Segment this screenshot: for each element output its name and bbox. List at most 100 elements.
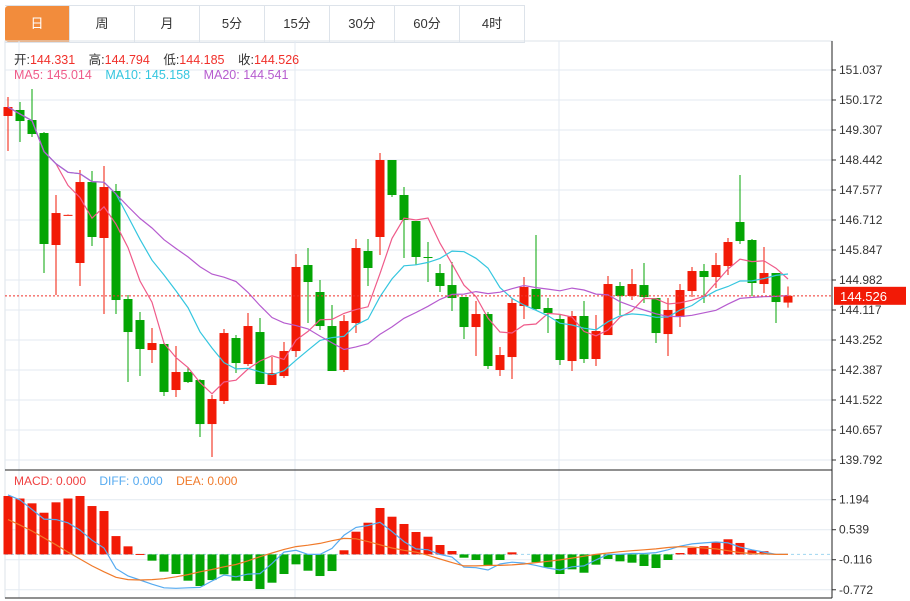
candle-body[interactable] bbox=[279, 351, 289, 377]
candle-body[interactable] bbox=[711, 265, 721, 278]
candle-body[interactable] bbox=[75, 182, 85, 264]
tab-30min[interactable]: 30分 bbox=[330, 6, 395, 42]
candle-body[interactable] bbox=[39, 133, 49, 244]
candle-body[interactable] bbox=[219, 333, 229, 402]
candle-body[interactable] bbox=[555, 319, 565, 361]
candle-body[interactable] bbox=[447, 285, 457, 299]
macd-bar bbox=[159, 554, 169, 572]
ma20-line bbox=[7, 106, 789, 351]
candle-body[interactable] bbox=[195, 380, 205, 425]
candle-body[interactable] bbox=[111, 191, 121, 301]
candle-body[interactable] bbox=[315, 292, 325, 327]
candle-body[interactable] bbox=[687, 271, 697, 292]
candle-body[interactable] bbox=[519, 287, 529, 307]
candle-body[interactable] bbox=[567, 316, 577, 362]
macd-bar bbox=[723, 539, 733, 555]
low-label: 低: bbox=[163, 53, 180, 67]
candle-body[interactable] bbox=[303, 265, 313, 283]
candle-body[interactable] bbox=[459, 297, 469, 328]
candle-body[interactable] bbox=[399, 194, 409, 220]
candle-body[interactable] bbox=[207, 399, 217, 425]
current-price-badge bbox=[834, 286, 906, 305]
macd-panel bbox=[3, 494, 832, 589]
candle-body[interactable] bbox=[363, 251, 373, 268]
candle-body[interactable] bbox=[27, 120, 37, 134]
macd-legend: MACD: 0.000 DIFF: 0.000 DEA: 0.000 bbox=[14, 474, 237, 488]
candle-body[interactable] bbox=[267, 373, 277, 386]
macd-bar bbox=[507, 552, 517, 555]
candle-body[interactable] bbox=[579, 316, 589, 360]
candle-body[interactable] bbox=[663, 310, 673, 335]
macd-bar bbox=[651, 554, 661, 569]
candle-body[interactable] bbox=[507, 302, 517, 358]
macd-bar bbox=[87, 506, 97, 555]
candle-body[interactable] bbox=[627, 284, 637, 297]
diff-line bbox=[7, 494, 788, 589]
price-tick-label: 139.792 bbox=[839, 453, 883, 467]
candle-body[interactable] bbox=[99, 187, 109, 238]
candle-body[interactable] bbox=[531, 289, 541, 309]
candle-body[interactable] bbox=[591, 331, 601, 360]
candle-body[interactable] bbox=[615, 286, 625, 297]
macd-bar bbox=[675, 553, 685, 555]
candle-body[interactable] bbox=[351, 248, 361, 324]
candle-body[interactable] bbox=[639, 285, 649, 298]
candle-body[interactable] bbox=[495, 355, 505, 370]
candle-body[interactable] bbox=[243, 326, 253, 365]
macd-bar bbox=[207, 554, 217, 581]
candle-body[interactable] bbox=[771, 273, 781, 303]
candle-body[interactable] bbox=[675, 290, 685, 318]
candle-body[interactable] bbox=[291, 266, 301, 352]
macd-bar bbox=[387, 516, 397, 555]
macd-bar bbox=[459, 554, 469, 558]
candle-body[interactable] bbox=[231, 338, 241, 364]
tab-4hour[interactable]: 4时 bbox=[460, 6, 525, 42]
candle-body[interactable] bbox=[183, 372, 193, 383]
dea-line bbox=[7, 519, 788, 581]
candle-body[interactable] bbox=[135, 320, 145, 350]
candle-body[interactable] bbox=[411, 221, 421, 258]
candle-body[interactable] bbox=[15, 109, 25, 122]
candle-body[interactable] bbox=[483, 314, 493, 367]
price-tick-label: 144.982 bbox=[839, 273, 883, 287]
candle-body[interactable] bbox=[375, 160, 385, 237]
tab-month[interactable]: 月 bbox=[135, 6, 200, 42]
tab-15min[interactable]: 15分 bbox=[265, 6, 330, 42]
candle-body[interactable] bbox=[471, 314, 481, 328]
candle-body[interactable] bbox=[699, 271, 709, 278]
macd-bar bbox=[39, 512, 49, 555]
candle-body[interactable] bbox=[327, 326, 337, 372]
candle-body[interactable] bbox=[87, 182, 97, 237]
candle-body[interactable] bbox=[51, 213, 61, 246]
macd-bar bbox=[735, 542, 745, 555]
candle-body[interactable] bbox=[147, 343, 157, 351]
current-price-label: 144.526 bbox=[840, 289, 887, 304]
candle-body[interactable] bbox=[171, 372, 181, 391]
candle-body[interactable] bbox=[435, 273, 445, 286]
candle-body[interactable] bbox=[255, 332, 265, 385]
candle-body[interactable] bbox=[339, 321, 349, 370]
candle-body[interactable] bbox=[3, 107, 13, 116]
macd-bar bbox=[279, 554, 289, 575]
tab-day[interactable]: 日 bbox=[5, 6, 70, 42]
candle-body[interactable] bbox=[735, 222, 745, 242]
candle-body[interactable] bbox=[603, 284, 613, 336]
tab-60min[interactable]: 60分 bbox=[395, 6, 460, 42]
candle-body[interactable] bbox=[63, 214, 73, 216]
macd-bar bbox=[327, 554, 337, 572]
candle-body[interactable] bbox=[159, 344, 169, 393]
candle-body[interactable] bbox=[123, 299, 133, 333]
price-tick-label: 141.522 bbox=[839, 393, 883, 407]
ma20-legend: MA20: 144.541 bbox=[203, 68, 289, 82]
tab-5min[interactable]: 5分 bbox=[200, 6, 265, 42]
macd-bar bbox=[183, 554, 193, 581]
candle-body[interactable] bbox=[543, 308, 553, 314]
candle-body[interactable] bbox=[387, 160, 397, 195]
candle-body[interactable] bbox=[651, 298, 661, 334]
tab-week[interactable]: 周 bbox=[70, 6, 135, 42]
candle-body[interactable] bbox=[423, 257, 433, 259]
candle-body[interactable] bbox=[723, 242, 733, 267]
candle-body[interactable] bbox=[783, 295, 793, 303]
price-tick-label: 149.307 bbox=[839, 123, 883, 137]
